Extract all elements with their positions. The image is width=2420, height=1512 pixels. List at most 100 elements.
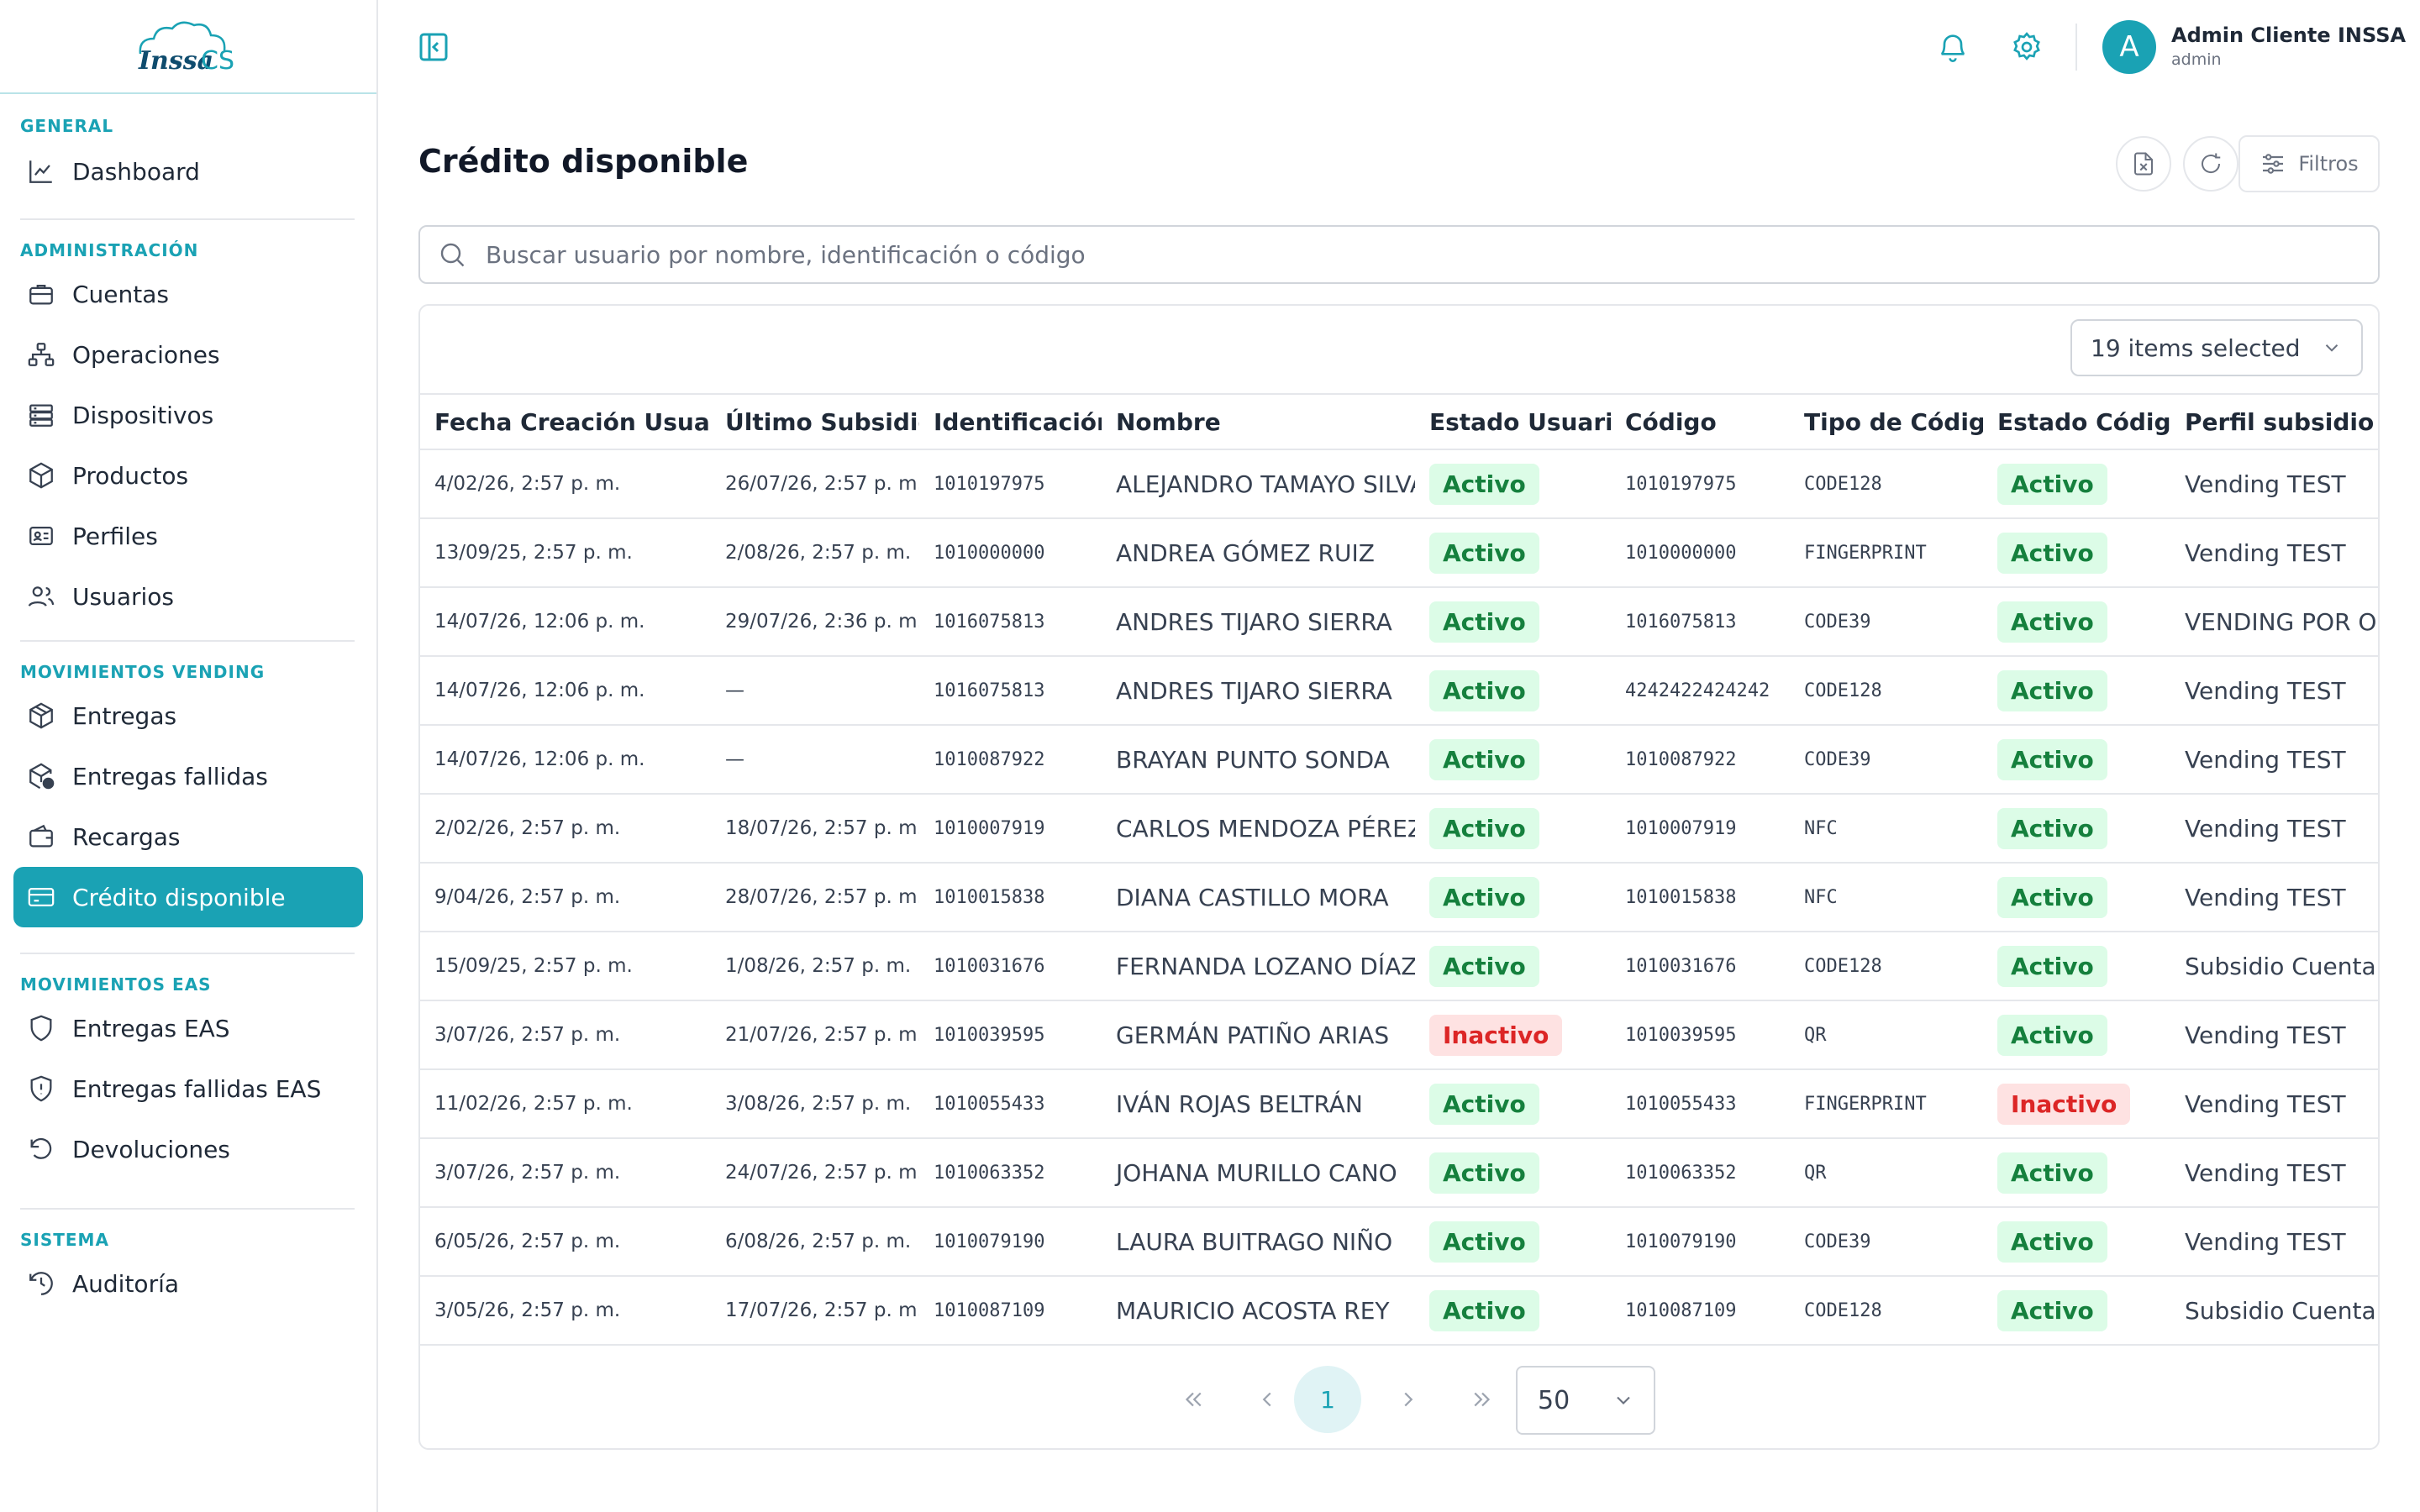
- col-codigo-cell: 1010015838: [1611, 863, 1790, 932]
- status-badge: Activo: [1997, 807, 2107, 849]
- search-input[interactable]: [486, 240, 2334, 269]
- page-size-select[interactable]: 50: [1516, 1366, 1655, 1435]
- sidebar-item-credito-disponible[interactable]: Crédito disponible: [13, 867, 363, 927]
- col-fecha-creacion-cell: 9/04/26, 2:57 p. m.: [420, 863, 711, 932]
- col-nombre-cell: ANDRES TIJARO SIERRA: [1102, 587, 1415, 657]
- status-badge: Activo: [1429, 807, 1539, 849]
- col-fecha-creacion-cell: 13/09/25, 2:57 p. m.: [420, 518, 711, 588]
- table-row[interactable]: 3/07/26, 2:57 p. m. 21/07/26, 2:57 p. m. 1…: [420, 1000, 2378, 1070]
- page-button-current[interactable]: 1: [1294, 1366, 1361, 1433]
- status-badge: Activo: [1429, 1221, 1539, 1263]
- table-row[interactable]: 13/09/25, 2:57 p. m. 2/08/26, 2:57 p. m. 1…: [420, 518, 2378, 588]
- col-estado-usuario-cell: Activo: [1415, 1138, 1611, 1208]
- col-perfil-subsidio-cell: Vending TEST: [2170, 794, 2378, 864]
- col-nombre-header[interactable]: Nombre: [1102, 393, 1415, 450]
- status-badge: Inactivo: [1997, 1083, 2131, 1125]
- sidebar-item-cuentas[interactable]: Cuentas: [13, 264, 363, 324]
- sidebar-item-entregas-fallidas[interactable]: Entregas fallidas: [13, 746, 363, 806]
- col-codigo-cell: 1010079190: [1611, 1207, 1790, 1277]
- col-identificacion-cell: 1010063352: [919, 1138, 1102, 1208]
- col-ultimo-subsidio-cell: —: [711, 656, 919, 726]
- sidebar-item-perfiles[interactable]: Perfiles: [13, 506, 363, 566]
- sidebar-item-entregas-eas[interactable]: Entregas EAS: [13, 998, 363, 1058]
- col-tipo-codigo-header[interactable]: Tipo de Código: [1790, 393, 1983, 450]
- status-badge: Activo: [1997, 876, 2107, 918]
- sidebar-item-entregas[interactable]: Entregas: [13, 685, 363, 746]
- table-row[interactable]: 15/09/25, 2:57 p. m. 1/08/26, 2:57 p. m. 1…: [420, 932, 2378, 1001]
- search-bar[interactable]: [418, 225, 2380, 284]
- col-ultimo-subsidio-cell: 18/07/26, 2:57 p. m.: [711, 794, 919, 864]
- table-row[interactable]: 9/04/26, 2:57 p. m. 28/07/26, 2:57 p. m. 1…: [420, 863, 2378, 932]
- table-row[interactable]: 3/07/26, 2:57 p. m. 24/07/26, 2:57 p. m. 1…: [420, 1138, 2378, 1208]
- sidebar-item-devoluciones[interactable]: Devoluciones: [13, 1119, 363, 1179]
- sidebar-item-productos[interactable]: Productos: [13, 445, 363, 506]
- sidebar-item-dispositivos[interactable]: Dispositivos: [13, 385, 363, 445]
- table-row[interactable]: 11/02/26, 2:57 p. m. 3/08/26, 2:57 p. m. 1…: [420, 1069, 2378, 1139]
- col-perfil-subsidio-cell: Vending TEST: [2170, 725, 2378, 795]
- table-row[interactable]: 14/07/26, 12:06 p. m. —1010087922 BRAYAN P…: [420, 725, 2378, 795]
- table-row[interactable]: 14/07/26, 12:06 p. m. 29/07/26, 2:36 p. m…: [420, 587, 2378, 657]
- col-perfil-subsidio-header[interactable]: Perfil subsidio: [2170, 393, 2378, 450]
- gear-icon[interactable]: [2010, 30, 2044, 64]
- page-size-value: 50: [1538, 1385, 1570, 1415]
- col-codigo-cell: 1010087109: [1611, 1276, 1790, 1346]
- refresh-button[interactable]: [2183, 136, 2238, 192]
- col-estado-usuario-header[interactable]: Estado Usuario: [1415, 393, 1611, 450]
- prev-page-icon[interactable]: [1240, 1373, 1294, 1426]
- col-nombre-cell: MAURICIO ACOSTA REY: [1102, 1276, 1415, 1346]
- section-title-administracion: ADMINISTRACIÓN: [20, 240, 199, 260]
- col-perfil-subsidio-cell: Vending TEST: [2170, 1000, 2378, 1070]
- sidebar-item-label: Usuarios: [72, 582, 174, 611]
- logo[interactable]: Inssa CS: [0, 0, 376, 94]
- col-nombre-cell: FERNANDA LOZANO DÍAZ: [1102, 932, 1415, 1001]
- status-badge: Activo: [1997, 1221, 2107, 1263]
- col-fecha-creacion-header[interactable]: Fecha Creación Usuario: [420, 393, 711, 450]
- status-badge: Inactivo: [1429, 1014, 1563, 1056]
- col-identificacion-cell: 1010015838: [919, 863, 1102, 932]
- status-badge: Activo: [1429, 669, 1539, 711]
- table-row[interactable]: 6/05/26, 2:57 p. m. 6/08/26, 2:57 p. m. 10…: [420, 1207, 2378, 1277]
- export-excel-button[interactable]: [2116, 136, 2171, 192]
- col-identificacion-cell: 1016075813: [919, 656, 1102, 726]
- col-identificacion-cell: 1010031676: [919, 932, 1102, 1001]
- col-codigo-header[interactable]: Código: [1611, 393, 1790, 450]
- first-page-icon[interactable]: [1166, 1373, 1220, 1426]
- col-perfil-subsidio-cell: Vending TEST: [2170, 518, 2378, 588]
- next-page-icon[interactable]: [1381, 1373, 1435, 1426]
- col-ultimo-subsidio-header[interactable]: Último Subsidio: [711, 393, 919, 450]
- table-row[interactable]: 14/07/26, 12:06 p. m. —1016075813 ANDRES T…: [420, 656, 2378, 726]
- sidebar-item-entregas-fallidas-eas[interactable]: Entregas fallidas EAS: [13, 1058, 363, 1119]
- col-tipo-codigo-cell: CODE39: [1790, 587, 1983, 657]
- sidebar-item-recargas[interactable]: Recargas: [13, 806, 363, 867]
- sidebar-item-auditoria[interactable]: Auditoría: [13, 1253, 363, 1314]
- status-badge: Activo: [1997, 1152, 2107, 1194]
- col-estado-codigo-header[interactable]: Estado Código: [1983, 393, 2170, 450]
- divider: [20, 1208, 355, 1210]
- chart-line-icon: [25, 155, 57, 187]
- col-identificacion-header[interactable]: Identificación: [919, 393, 1102, 450]
- status-badge: Activo: [1429, 876, 1539, 918]
- sidebar-item-dashboard[interactable]: Dashboard: [13, 141, 363, 202]
- col-fecha-creacion-cell: 3/05/26, 2:57 p. m.: [420, 1276, 711, 1346]
- svg-text:CS: CS: [201, 46, 234, 76]
- sidebar-item-label: Entregas EAS: [72, 1014, 230, 1042]
- columns-select[interactable]: 19 items selected: [2070, 319, 2363, 376]
- bell-icon[interactable]: [1936, 30, 1970, 64]
- sidebar-toggle-icon[interactable]: [417, 30, 450, 64]
- table-row[interactable]: 2/02/26, 2:57 p. m. 18/07/26, 2:57 p. m. 1…: [420, 794, 2378, 864]
- col-tipo-codigo-cell: CODE128: [1790, 932, 1983, 1001]
- last-page-icon[interactable]: [1455, 1373, 1509, 1426]
- status-badge: Activo: [1997, 1014, 2107, 1056]
- col-perfil-subsidio-cell: Vending TEST: [2170, 1207, 2378, 1277]
- col-tipo-codigo-cell: CODE128: [1790, 656, 1983, 726]
- sidebar-item-operaciones[interactable]: Operaciones: [13, 324, 363, 385]
- col-identificacion-cell: 1010079190: [919, 1207, 1102, 1277]
- table-row[interactable]: 3/05/26, 2:57 p. m. 17/07/26, 2:57 p. m. 1…: [420, 1276, 2378, 1346]
- filters-button[interactable]: Filtros: [2238, 135, 2380, 192]
- table-row[interactable]: 4/02/26, 2:57 p. m. 26/07/26, 2:57 p. m. 1…: [420, 449, 2378, 519]
- avatar[interactable]: A: [2102, 20, 2156, 74]
- col-estado-codigo-cell: Activo: [1983, 1000, 2170, 1070]
- sidebar-item-usuarios[interactable]: Usuarios: [13, 566, 363, 627]
- page-title: Crédito disponible: [418, 143, 749, 180]
- col-estado-usuario-cell: Activo: [1415, 656, 1611, 726]
